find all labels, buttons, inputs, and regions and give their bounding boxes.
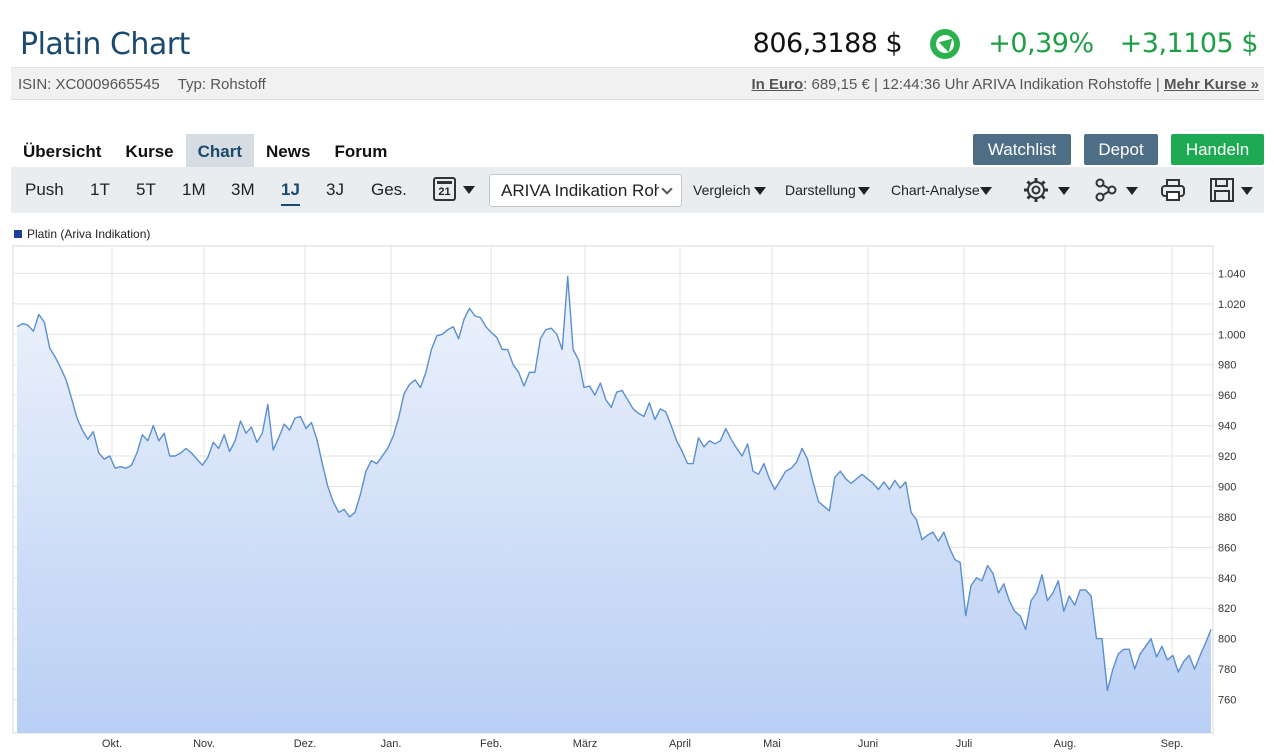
range-3m[interactable]: 3M <box>231 180 255 199</box>
indicators-caret-icon[interactable] <box>1126 187 1138 195</box>
price-row: 806,3188 $ +0,39% +3,1105 $ <box>752 28 1259 59</box>
main-tabs: Übersicht Kurse Chart News Forum <box>11 134 399 174</box>
range-1t[interactable]: 1T <box>90 180 110 199</box>
y-tick-label: 900 <box>1218 481 1236 493</box>
chart-analyse-menu[interactable]: Chart-Analyse <box>891 182 980 198</box>
darstellung-menu[interactable]: Darstellung <box>785 182 856 198</box>
calendar-caret-icon[interactable] <box>463 186 475 194</box>
chart-legend: Platin (Ariva Indikation) <box>14 227 150 241</box>
y-tick-label: 760 <box>1218 695 1236 707</box>
y-tick-label: 820 <box>1218 603 1236 615</box>
legend-label: Platin (Ariva Indikation) <box>27 227 151 241</box>
indicators-icon[interactable] <box>1093 177 1119 203</box>
range-1m[interactable]: 1M <box>182 180 206 199</box>
range-push[interactable]: Push <box>25 180 64 199</box>
chart-analyse-caret-icon[interactable] <box>980 187 992 195</box>
y-tick-label: 780 <box>1218 664 1236 676</box>
calendar-icon[interactable]: 21 <box>433 177 456 201</box>
x-tick-label: Jan. <box>381 738 402 750</box>
darstellung-caret-icon[interactable] <box>858 187 870 195</box>
handeln-button[interactable]: Handeln <box>1171 134 1264 165</box>
page-title: Platin Chart <box>20 27 190 62</box>
x-tick-label: Mai <box>763 738 781 750</box>
tab-forum[interactable]: Forum <box>334 142 388 161</box>
x-tick-label: Nov. <box>193 738 215 750</box>
x-tick-label: Juni <box>858 738 878 750</box>
euro-price-info: : 689,15 € | 12:44:36 Uhr ARIVA Indikati… <box>803 76 1164 93</box>
y-tick-label: 800 <box>1218 634 1236 646</box>
x-tick-label: Juli <box>956 738 973 750</box>
x-tick-label: April <box>669 738 691 750</box>
in-euro-link[interactable]: In Euro <box>751 76 804 93</box>
source-select-value: ARIVA Indikation Rohstoffe <box>501 181 659 200</box>
vergleich-caret-icon[interactable] <box>754 187 766 195</box>
type-label: Typ: Rohstoff <box>177 76 266 93</box>
info-bar: ISIN: XC0009665545 Typ: Rohstoff In Euro… <box>11 67 1264 100</box>
source-select[interactable]: ARIVA Indikation Rohstoffe <box>489 174 682 207</box>
arrow-up-icon <box>930 28 961 59</box>
series-area <box>17 276 1211 733</box>
range-1j[interactable]: 1J <box>281 180 300 206</box>
y-tick-label: 980 <box>1218 360 1236 372</box>
range-3j[interactable]: 3J <box>326 180 344 199</box>
watchlist-button[interactable]: Watchlist <box>973 134 1071 165</box>
y-tick-label: 940 <box>1218 421 1236 433</box>
y-tick-label: 920 <box>1218 451 1236 463</box>
y-tick-label: 860 <box>1218 542 1236 554</box>
series-line <box>16 275 1212 692</box>
save-caret-icon[interactable] <box>1241 187 1253 195</box>
tab-overview[interactable]: Übersicht <box>23 142 102 161</box>
x-tick-label: Sep. <box>1161 738 1184 750</box>
chevron-down-icon <box>661 183 673 195</box>
change-absolute: +3,1105 $ <box>1119 28 1259 59</box>
y-tick-label: 1.000 <box>1218 329 1246 341</box>
isin-label: ISIN: XC0009665545 <box>18 76 160 93</box>
tab-kurse[interactable]: Kurse <box>125 142 174 161</box>
y-tick-label: 880 <box>1218 512 1236 524</box>
x-tick-label: Dez. <box>294 738 317 750</box>
current-price: 806,3188 $ <box>752 28 903 59</box>
x-tick-label: Okt. <box>102 738 122 750</box>
gear-icon[interactable] <box>1023 177 1049 203</box>
x-tick-label: Feb. <box>480 738 502 750</box>
tab-chart[interactable]: Chart <box>185 134 255 174</box>
x-tick-label: Aug. <box>1054 738 1077 750</box>
change-percent: +0,39% <box>988 28 1094 59</box>
y-tick-label: 1.020 <box>1218 299 1246 311</box>
range-5t[interactable]: 5T <box>136 180 156 199</box>
vergleich-menu[interactable]: Vergleich <box>693 182 751 198</box>
depot-button[interactable]: Depot <box>1084 134 1158 165</box>
price-chart: Okt. Nov. Dez. Jan. Feb. März April Mai Juni Juli… <box>12 245 1246 750</box>
settings-caret-icon[interactable] <box>1058 187 1070 195</box>
x-tick-label: März <box>573 738 597 750</box>
range-ges[interactable]: Ges. <box>371 180 407 199</box>
y-tick-label: 1.040 <box>1218 268 1246 280</box>
y-tick-label: 960 <box>1218 390 1236 402</box>
legend-swatch <box>14 230 22 238</box>
tab-news[interactable]: News <box>266 142 311 161</box>
more-prices-link[interactable]: Mehr Kurse » <box>1163 76 1259 93</box>
y-tick-label: 840 <box>1218 573 1236 585</box>
print-icon[interactable] <box>1160 177 1186 203</box>
save-icon[interactable] <box>1209 177 1235 203</box>
chart-toolbar: Push 1T 5T 1M 3M 1J 3J Ges. 21 ARIVA Ind… <box>11 167 1264 213</box>
